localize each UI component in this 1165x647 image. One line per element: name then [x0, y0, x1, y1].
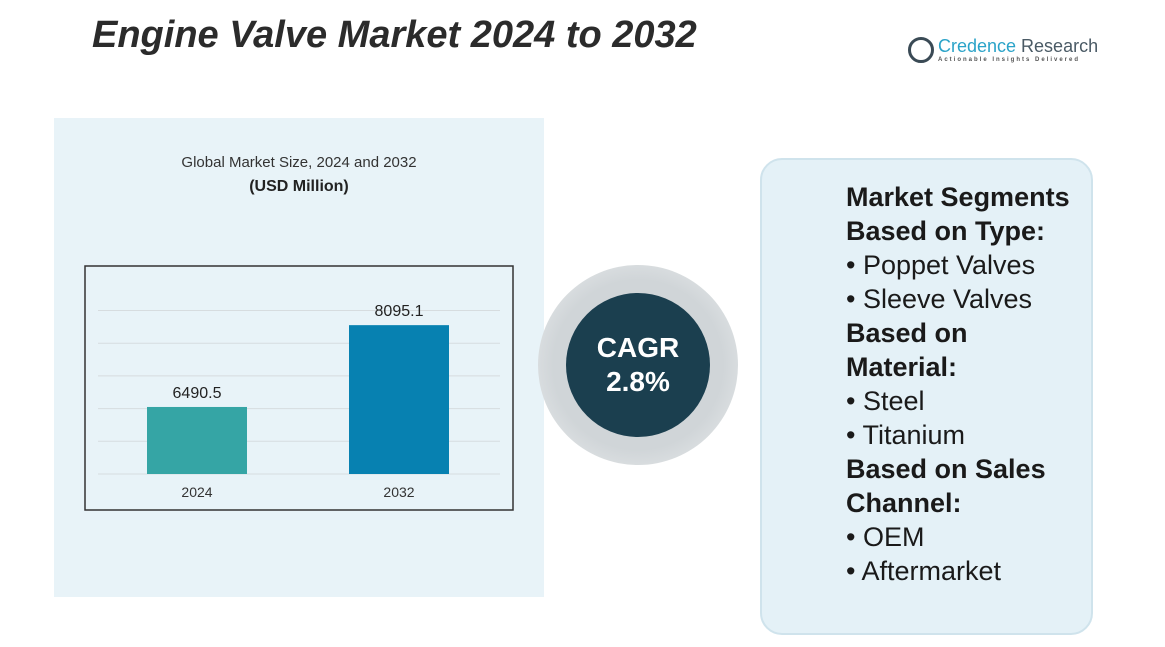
cagr-badge: CAGR 2.8% — [566, 293, 710, 437]
cagr-value: 2.8% — [606, 366, 670, 397]
segments-list: Market Segments Based on Type: • Poppet V… — [846, 180, 1076, 588]
segment-item: • Titanium — [846, 420, 965, 450]
segment-item: • Poppet Valves — [846, 250, 1036, 280]
segment-item: • Steel — [846, 386, 925, 416]
logo-chart-icon — [908, 36, 934, 63]
logo-tagline: Actionable Insights Delivered — [938, 57, 1081, 63]
logo-name-2: Research — [1016, 36, 1099, 56]
cagr-label: CAGR — [596, 332, 680, 363]
data-label: 6490.5 — [173, 385, 222, 402]
segment-group-title: Based on Type: — [846, 216, 1046, 246]
chart-panel: Global Market Size, 2024 and 2032 (USD M… — [54, 118, 544, 597]
logo-name: Credence — [938, 36, 1017, 56]
segments-heading: Market Segments — [846, 182, 1070, 212]
bar-chart: 6490.5 2024 8095.1 2032 — [84, 265, 514, 511]
page-title: Engine Valve Market 2024 to 2032 — [92, 14, 697, 56]
x-tick-label: 2024 — [181, 484, 212, 500]
segment-item: • Aftermarket — [846, 556, 1001, 586]
chart-unit: (USD Million) — [249, 178, 349, 195]
segment-group-title: Based on Material: — [846, 318, 968, 382]
segment-group-title: Based on Sales Channel: — [846, 454, 1046, 518]
chart-title: Global Market Size, 2024 and 2032 — [181, 154, 417, 171]
bar-2032 — [349, 325, 449, 474]
segment-item: • Sleeve Valves — [846, 284, 1033, 314]
chart-frame — [84, 265, 514, 511]
logo: Credence Research Actionable Insights De… — [908, 36, 1098, 63]
bar-2024 — [147, 406, 247, 474]
data-label: 8095.1 — [375, 303, 424, 320]
x-tick-label: 2032 — [383, 484, 414, 500]
segment-item: • OEM — [846, 522, 925, 552]
segments-panel: Market Segments Based on Type: • Poppet V… — [760, 158, 1093, 635]
